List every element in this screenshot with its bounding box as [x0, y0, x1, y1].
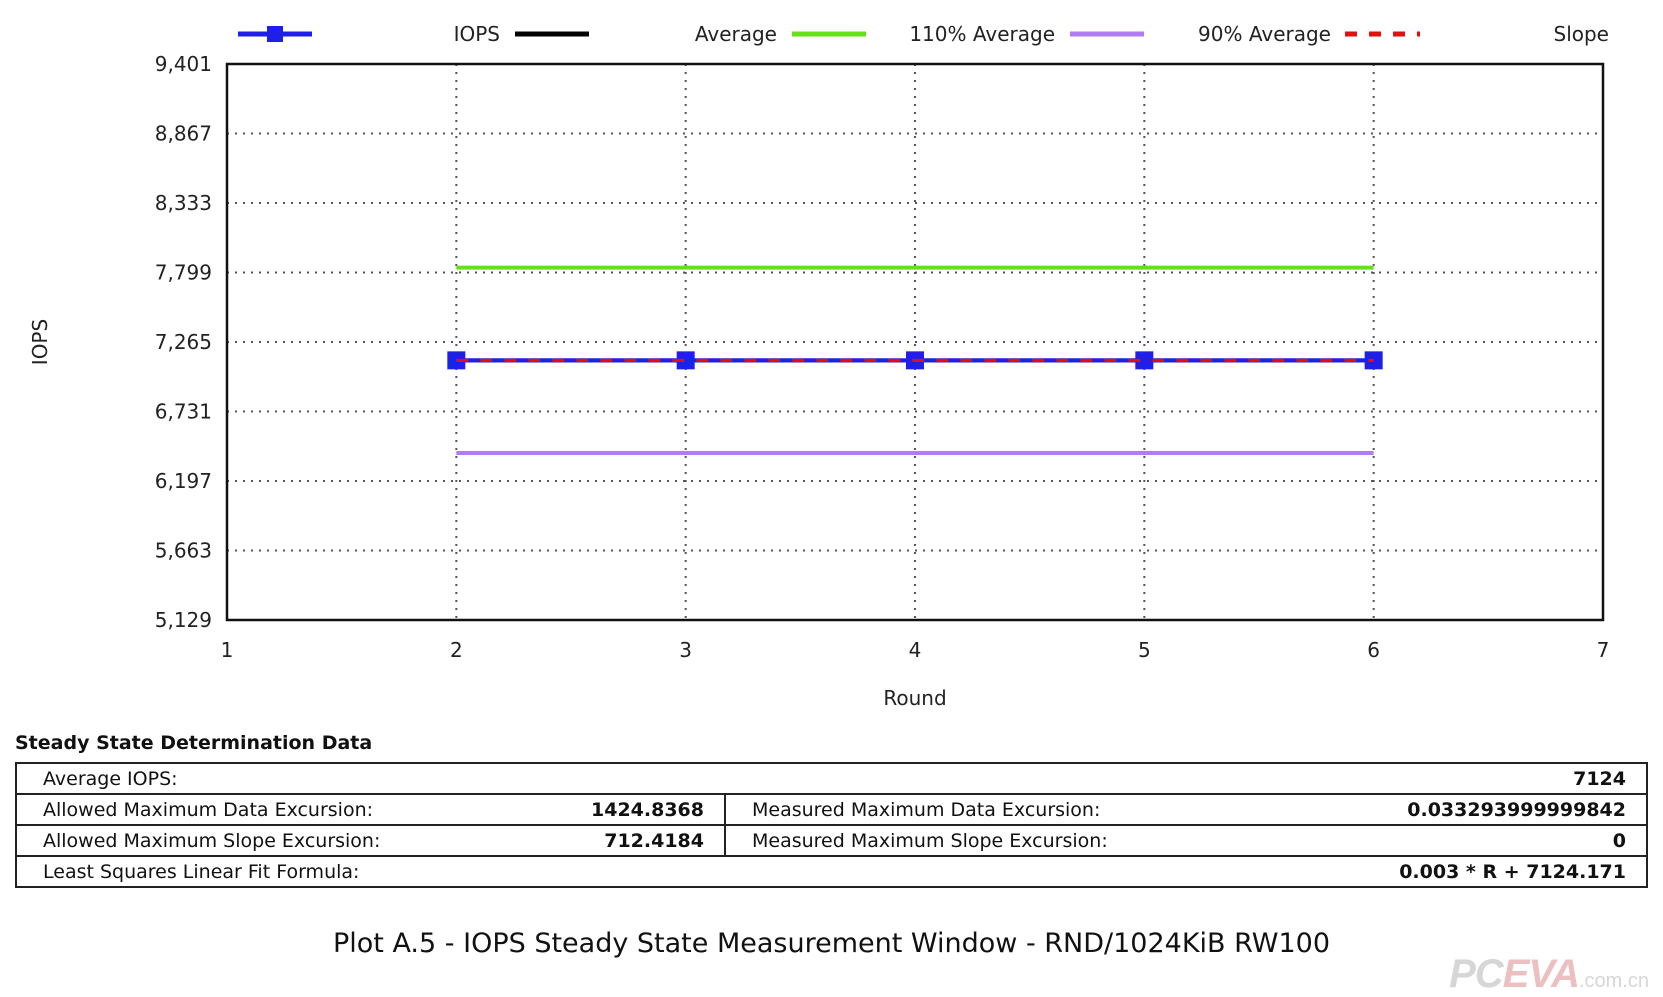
allowed-slope-excursion-value: 712.4184 — [518, 824, 726, 857]
y-tick-label: 8,333 — [155, 191, 212, 215]
legend-label-slope: Slope — [1554, 22, 1610, 46]
y-tick-label: 9,401 — [155, 52, 212, 76]
average-iops-value: 7124 — [1273, 762, 1649, 795]
y-tick-label: 6,731 — [155, 400, 212, 424]
fit-formula-label: Least Squares Linear Fit Formula: — [15, 855, 1274, 888]
chart-series — [447, 265, 1383, 456]
watermark-em: EVA — [1502, 952, 1580, 996]
x-axis-label: Round — [883, 686, 946, 710]
legend-label-iops: IOPS — [454, 22, 500, 46]
x-tick-label: 7 — [1597, 638, 1610, 662]
steady-state-title: Steady State Determination Data — [15, 732, 373, 754]
measured-data-excursion-label: Measured Maximum Data Excursion: — [724, 793, 1274, 826]
y-tick-label: 8,867 — [155, 122, 212, 146]
plot-caption: Plot A.5 - IOPS Steady State Measurement… — [332, 928, 1331, 959]
iops-chart: 9,401 8,867 8,333 7,799 7,265 6,731 6,197 5,663… — [28, 22, 1610, 710]
table-row: Allowed Maximum Slope Excursion: 712.418… — [15, 824, 1649, 857]
chart-legend: IOPS Average 110% Average 90% Average Slope — [238, 22, 1609, 46]
average-iops-label: Average IOPS: — [15, 762, 1274, 795]
y-axis-label: IOPS — [28, 319, 52, 365]
y-tick-label: 5,129 — [155, 608, 212, 632]
plot-frame — [225, 62, 1605, 622]
x-tick-labels: 1 2 3 4 5 6 7 — [221, 638, 1610, 662]
x-tick-label: 4 — [909, 638, 922, 662]
watermark-logo: PCEVA.com.cn — [1449, 952, 1649, 997]
x-tick-label: 2 — [450, 638, 463, 662]
data-point — [1135, 351, 1154, 370]
x-tick-label: 5 — [1138, 638, 1151, 662]
table-row: Least Squares Linear Fit Formula: 0.003 … — [15, 855, 1649, 888]
legend-label-average: Average — [695, 22, 777, 46]
legend-label-110-average: 110% Average — [909, 22, 1055, 46]
legend-marker-iops — [267, 26, 283, 42]
chart-grid — [227, 64, 1603, 620]
allowed-slope-excursion-label: Allowed Maximum Slope Excursion: — [15, 824, 518, 857]
y-tick-label: 5,663 — [155, 539, 212, 563]
fit-formula-value: 0.003 * R + 7124.171 — [1273, 855, 1649, 888]
watermark-main: PC — [1449, 952, 1504, 996]
allowed-data-excursion-label: Allowed Maximum Data Excursion: — [15, 793, 518, 826]
table-row: Allowed Maximum Data Excursion: 1424.836… — [15, 793, 1649, 826]
measured-slope-excursion-label: Measured Maximum Slope Excursion: — [724, 824, 1274, 857]
y-tick-label: 6,197 — [155, 469, 212, 493]
watermark-suffix: .com.cn — [1578, 970, 1649, 992]
y-tick-label: 7,799 — [155, 261, 212, 285]
measured-data-excursion-value: 0.033293999999842 — [1273, 793, 1649, 826]
y-tick-label: 7,265 — [155, 330, 212, 354]
measured-slope-excursion-value: 0 — [1273, 824, 1649, 857]
data-point — [676, 351, 695, 370]
steady-state-table: Average IOPS: 7124 Allowed Maximum Data … — [15, 762, 1649, 888]
y-tick-labels: 9,401 8,867 8,333 7,799 7,265 6,731 6,197 5,663… — [155, 52, 212, 632]
allowed-data-excursion-value: 1424.8368 — [518, 793, 726, 826]
table-row: Average IOPS: 7124 — [15, 762, 1649, 795]
x-tick-label: 3 — [679, 638, 692, 662]
legend-label-90-average: 90% Average — [1198, 22, 1331, 46]
x-tick-label: 6 — [1367, 638, 1380, 662]
x-tick-label: 1 — [221, 638, 234, 662]
